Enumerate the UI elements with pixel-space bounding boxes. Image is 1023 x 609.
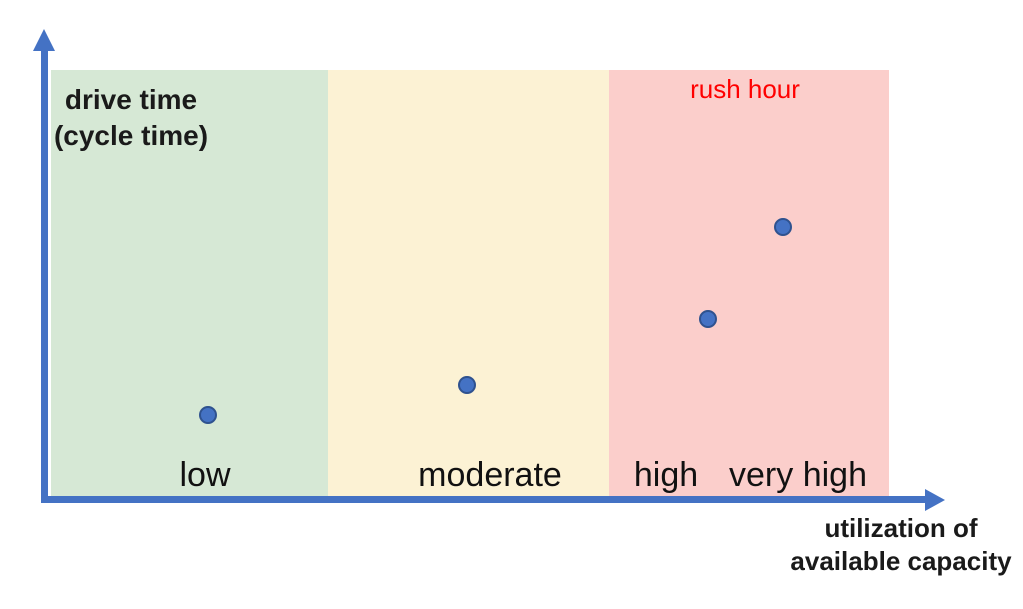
category-label-very-high: very high xyxy=(729,456,867,494)
y-axis-title: drive time (cycle time) xyxy=(54,82,208,154)
x-axis-title-line2: available capacity xyxy=(790,546,1012,576)
y-axis-title-line2: (cycle time) xyxy=(53,120,209,151)
y-axis-arrowhead-icon xyxy=(33,29,55,51)
x-axis-arrowhead-icon xyxy=(925,489,945,511)
x-axis-title: utilization of available capacity xyxy=(790,512,1011,578)
data-point xyxy=(458,376,476,394)
y-axis-line xyxy=(41,46,48,503)
x-axis-title-line1: utilization of xyxy=(824,513,978,543)
y-axis-title-line1: drive time xyxy=(64,84,198,115)
zone-low xyxy=(51,70,328,497)
data-point xyxy=(699,310,717,328)
data-point xyxy=(774,218,792,236)
category-label-low: low xyxy=(179,456,231,494)
x-axis-line xyxy=(43,496,927,503)
rush-hour-annotation: rush hour xyxy=(690,74,800,104)
data-point xyxy=(199,406,217,424)
zone-moderate xyxy=(328,70,609,497)
category-label-moderate: moderate xyxy=(418,456,562,494)
category-label-high: high xyxy=(633,456,699,494)
zone-high-rush-hour xyxy=(609,70,889,497)
